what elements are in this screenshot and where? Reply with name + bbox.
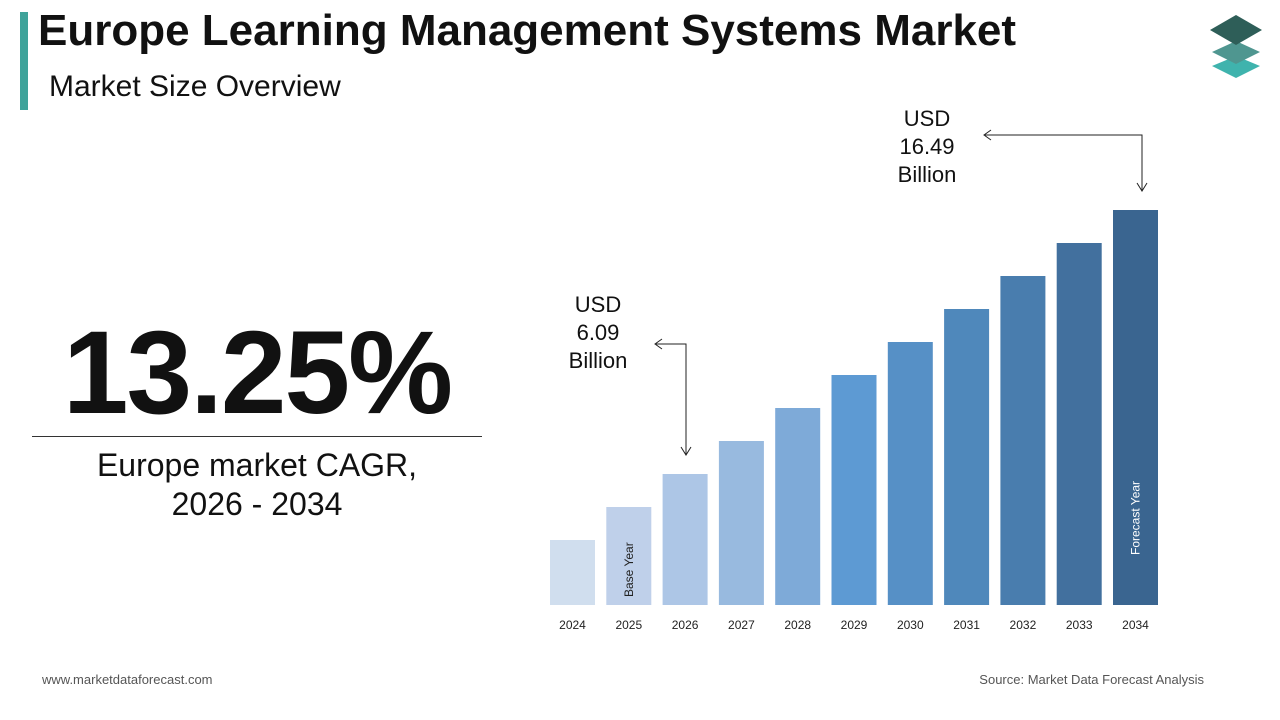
annotation-end-line3: Billion [897,162,957,187]
annotation-end-value: USD 16.49 Billion [877,105,977,189]
annotation-end-arrow [983,129,1148,192]
x-tick-label: 2024 [559,618,586,632]
bar-annotation-2034: Forecast Year [1129,481,1143,555]
x-tick-label: 2028 [784,618,811,632]
source-note: Source: Market Data Forecast Analysis [979,672,1204,687]
bar-2032 [1000,276,1046,605]
bar-2024 [550,540,595,605]
cagr-value: 13.25% [62,307,453,439]
x-tick-label: 2033 [1066,618,1093,632]
cagr-label: Europe market CAGR, 2026 - 2034 [32,446,482,524]
bar-2025 [606,507,652,605]
cagr-label-line1: Europe market CAGR, [96,447,418,483]
x-tick-label: 2032 [1010,618,1037,632]
bar-2033 [1056,243,1102,605]
bar-2026 [662,474,708,605]
website-link[interactable]: www.marketdataforecast.com [42,672,213,687]
bar-2030 [887,342,933,605]
annotation-end-line2: 16.49 [899,134,955,159]
cagr-label-line2: 2026 - 2034 [171,486,343,522]
x-tick-label: 2026 [672,618,699,632]
bar-2029 [831,375,877,605]
x-tick-label: 2034 [1122,618,1149,632]
x-tick-label: 2025 [615,618,642,632]
annotation-end-line1: USD [903,106,951,131]
annotation-start-line1: USD [574,292,622,317]
x-tick-label: 2027 [728,618,755,632]
bar-2031 [944,309,990,605]
bar-annotation-2025: Base Year [622,542,636,597]
divider [32,436,482,437]
bar-2028 [775,408,821,605]
annotation-start-line2: 6.09 [576,320,620,345]
logo-layers-icon [1210,15,1262,78]
annotation-start-arrow [654,338,692,456]
bar-2027 [718,441,764,605]
bar-2034 [1113,210,1158,605]
page-title: Europe Learning Management Systems Marke… [38,6,1017,55]
annotation-start-line3: Billion [568,348,628,373]
x-tick-label: 2031 [953,618,980,632]
annotation-start-value: USD 6.09 Billion [548,291,648,375]
title-accent-bar [20,12,28,110]
x-tick-label: 2029 [841,618,868,632]
page-subtitle: Market Size Overview [49,70,341,103]
x-tick-label: 2030 [897,618,924,632]
